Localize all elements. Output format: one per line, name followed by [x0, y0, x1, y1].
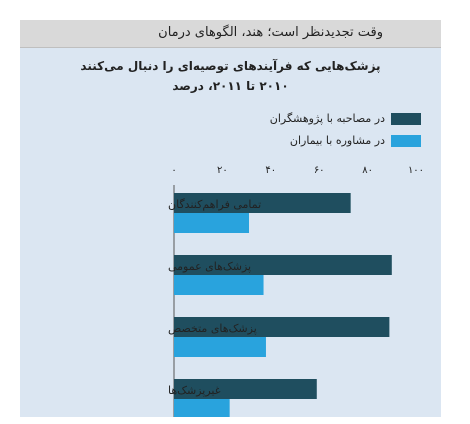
header-title: وقت تجدیدنظر است؛ هند، الگوهای درمان: [158, 25, 383, 40]
chart-title: پزشک‌هایی که فرآیندهای توصیه‌ای را دنبال…: [20, 56, 441, 96]
x-tick-label: ۱۰۰: [408, 165, 424, 176]
legend-label-patients: در مشاوره با بیماران: [289, 134, 385, 147]
chart-title-line-2: ۲۰۱۰ تا ۲۰۱۱، درصد: [172, 79, 289, 93]
legend-item-patients: در مشاوره با بیماران: [201, 134, 421, 148]
x-tick-label: ۸۰: [362, 165, 373, 176]
chart-title-line-1: پزشک‌هایی که فرآیندهای توصیه‌ای را دنبال…: [80, 59, 381, 73]
bar-patients: [174, 399, 230, 417]
x-tick-label: ۰: [171, 165, 176, 176]
bar-chart: ۰ ۲۰ ۴۰ ۶۰ ۸۰ ۱۰۰ تمامی فراهم‌کنندگان پزشک‌های …: [168, 165, 424, 417]
bar-researchers: [174, 255, 392, 275]
chart-frame: وقت تجدیدنظر است؛ هند، الگوهای درمان پزش…: [20, 20, 441, 417]
legend-swatch-patients: [391, 135, 421, 147]
bar-researchers: [174, 379, 317, 399]
bar-patients: [174, 275, 264, 295]
category-label: تمامی فراهم‌کنندگان: [168, 198, 261, 211]
legend-label-researchers: در مصاحبه با پژوهشگران: [269, 112, 385, 125]
bar-researchers: [174, 317, 390, 337]
bar-researchers: [174, 193, 351, 213]
category-label: پزشک‌های عمومی: [168, 260, 251, 273]
category-label: غیرپزشک‌ها: [168, 384, 221, 397]
legend-swatch-researchers: [391, 113, 421, 125]
legend-item-researchers: در مصاحبه با پژوهشگران: [201, 112, 421, 126]
header-bar: وقت تجدیدنظر است؛ هند، الگوهای درمان: [20, 20, 441, 48]
bar-patients: [174, 213, 250, 233]
category-label: پزشک‌های متخصص: [168, 322, 257, 335]
x-tick-label: ۴۰: [265, 165, 276, 176]
x-tick-label: ۶۰: [314, 165, 325, 176]
bar-patients: [174, 337, 266, 357]
x-tick-label: ۲۰: [217, 165, 228, 176]
